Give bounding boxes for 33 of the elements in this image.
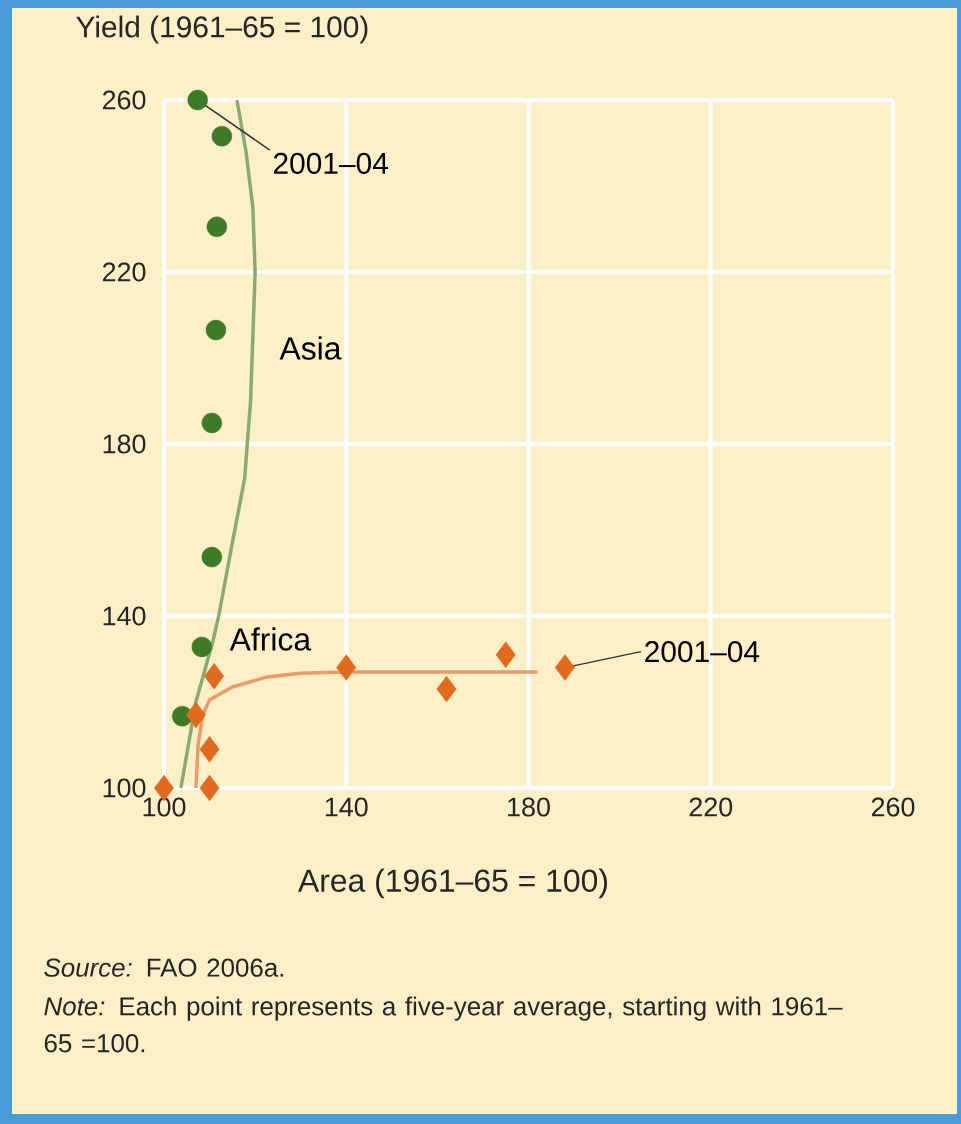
x-tick-label: 180 [508, 797, 550, 817]
series-label: Asia [279, 336, 342, 360]
y-tick-label: 180 [103, 434, 146, 454]
x-axis-title: Area (1961–65 = 100) [298, 868, 607, 899]
y-tick-label: 140 [103, 606, 146, 626]
x-tick-label: 220 [689, 797, 733, 817]
x-tick-label: 140 [325, 797, 368, 817]
text: Source: FAO 2006a. [44, 958, 284, 977]
point [206, 216, 228, 238]
annotation: 2001–04 [645, 641, 760, 663]
point [201, 412, 223, 434]
series-label: Africa [229, 627, 312, 651]
text: Note: Each point represents a five-year average, starting with 1961–65 =100. [44, 996, 843, 1053]
y-tick-label: 100 [103, 778, 146, 798]
point [185, 701, 206, 729]
point [191, 636, 213, 658]
y-tick-label: 260 [102, 90, 146, 110]
point [436, 675, 457, 703]
point [205, 319, 227, 341]
point [336, 654, 357, 681]
point [555, 654, 575, 681]
point [211, 125, 233, 147]
x-tick-label: 100 [143, 797, 186, 817]
point [204, 663, 225, 690]
y-tick-label: 220 [102, 262, 146, 282]
point [199, 774, 220, 802]
x-tick-label: 260 [871, 797, 915, 817]
point [187, 89, 208, 111]
annotation: 2001–04 [273, 152, 388, 174]
point [199, 736, 220, 763]
point [495, 641, 516, 668]
point [201, 546, 223, 568]
y-axis-title: Yield (1961–65 = 100) [76, 15, 368, 44]
